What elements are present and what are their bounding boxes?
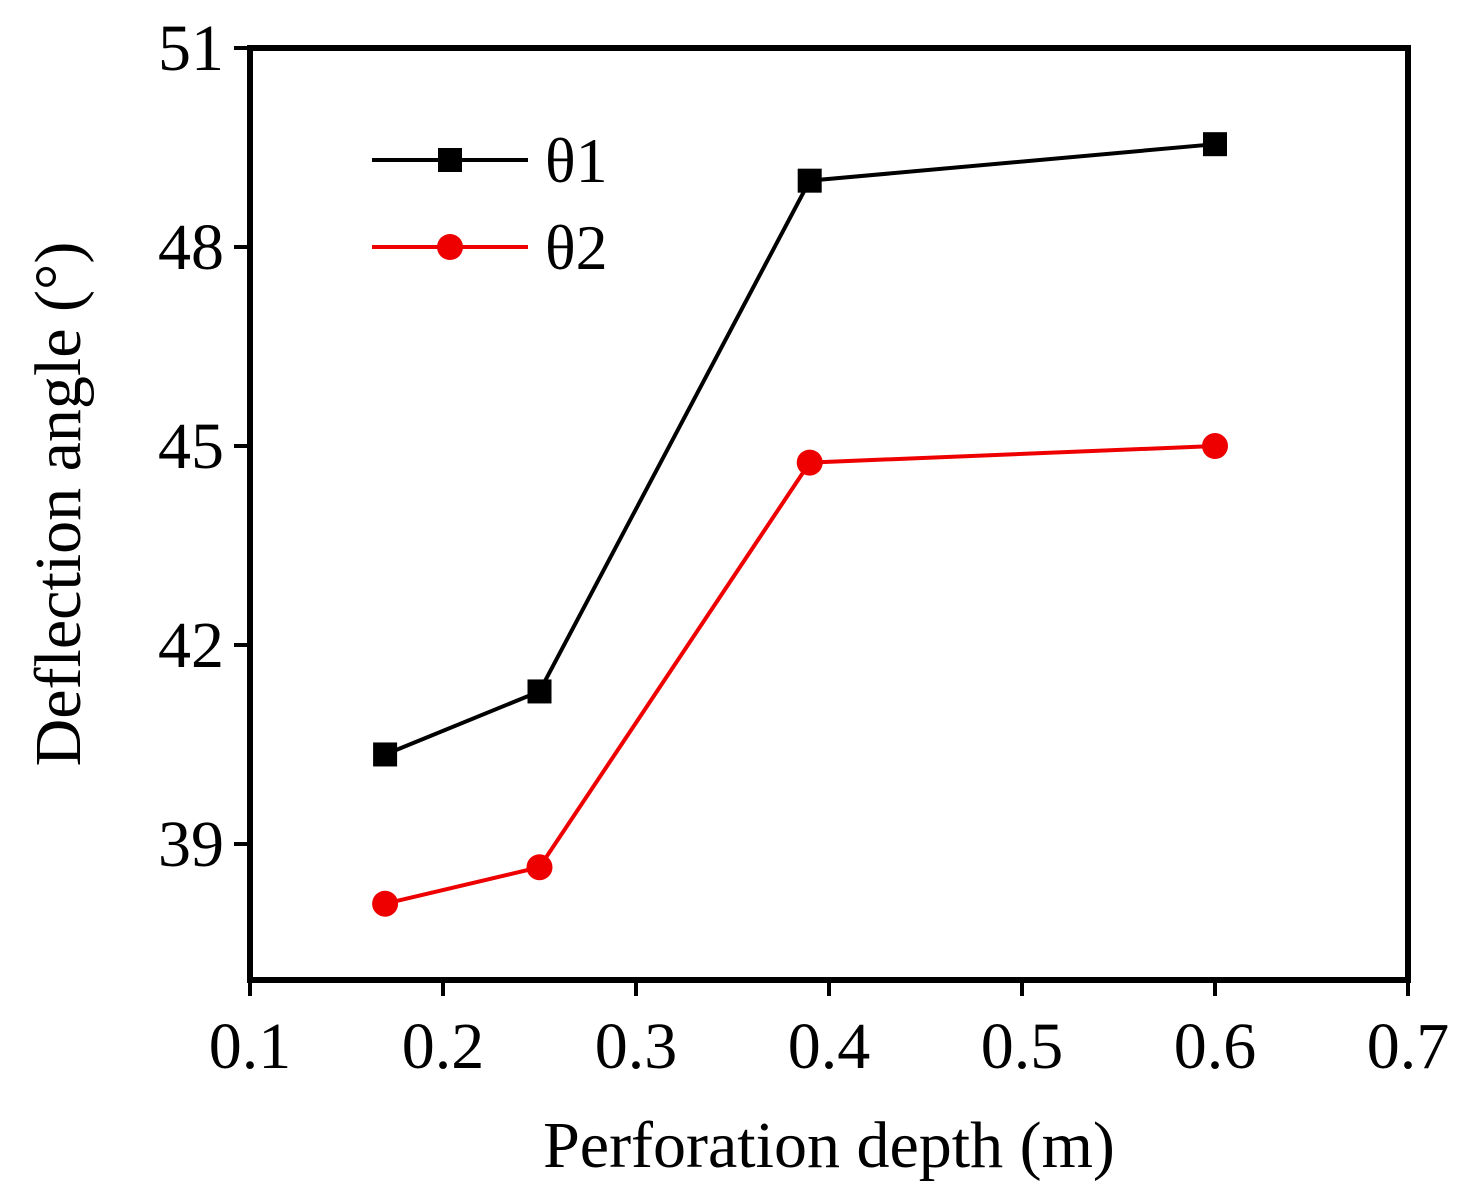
x-tick-label: 0.4 (788, 1010, 871, 1083)
legend-label: θ2 (545, 212, 608, 283)
series-1 (373, 132, 1227, 767)
legend-marker-square (438, 148, 462, 172)
series-2-point (796, 449, 823, 476)
legend-item-1: θ1 (372, 125, 608, 196)
x-tick-label: 0.1 (209, 1010, 292, 1083)
legend-marker-circle (437, 234, 463, 260)
series-layer (372, 132, 1228, 917)
y-axis-title: Deflection angle (°) (22, 242, 95, 767)
series-1-line (384, 142, 1216, 757)
plot-frame (247, 45, 1411, 983)
y-tick-label: 45 (158, 410, 224, 483)
x-tick-label: 0.7 (1367, 1010, 1450, 1083)
x-tick-label: 0.2 (402, 1010, 485, 1083)
series-1-point (527, 679, 552, 704)
y-tick-label: 51 (158, 12, 224, 85)
series-2-point (1202, 433, 1228, 460)
ticks-layer: 0.1 0.2 0.3 0.4 0.5 0.6 0.7 39 42 45 48 51 (158, 12, 1449, 1083)
series-2 (372, 433, 1228, 917)
y-tick-label: 48 (158, 211, 224, 284)
series-2-line (384, 444, 1216, 906)
x-tick-label: 0.5 (981, 1010, 1064, 1083)
series-1-point (1203, 132, 1227, 157)
x-axis-title: Perforation depth (m) (543, 1109, 1115, 1182)
legend-item-2: θ2 (372, 212, 608, 283)
series-1-point (797, 168, 822, 193)
series-2-point (526, 854, 553, 881)
series-1-point (373, 742, 398, 767)
legend-label: θ1 (545, 125, 608, 196)
x-tick-label: 0.3 (595, 1010, 678, 1083)
x-tick-label: 0.6 (1174, 1010, 1257, 1083)
y-tick-label: 42 (158, 609, 224, 682)
series-2-point (372, 890, 399, 917)
y-tick-label: 39 (158, 808, 224, 881)
